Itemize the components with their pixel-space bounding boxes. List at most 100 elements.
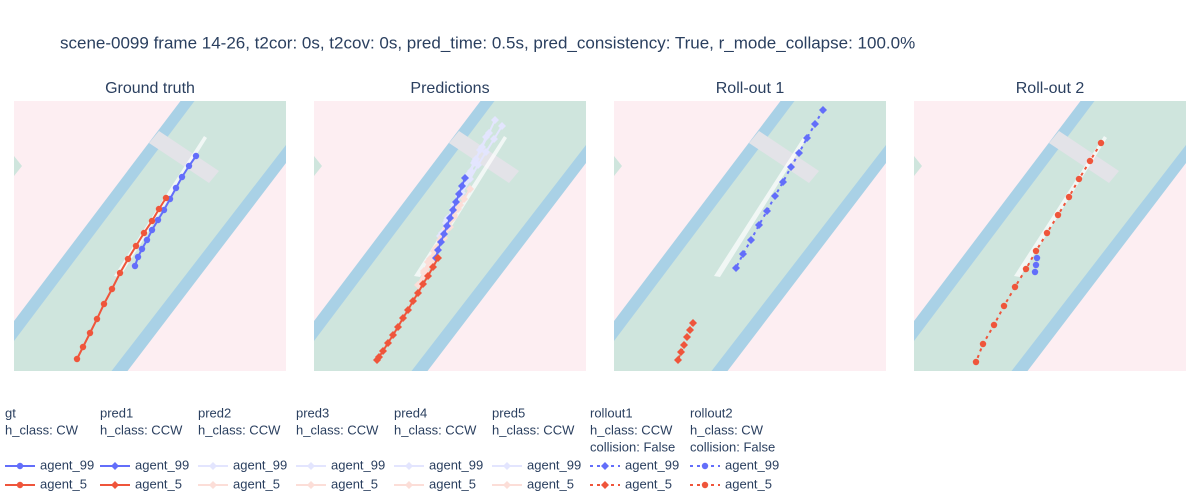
road [614,101,886,371]
marker [108,285,116,293]
marker [373,356,381,364]
marker [1043,229,1051,237]
legend-label[interactable]: agent_99 [725,457,779,472]
subplot-title: Ground truth [105,80,195,97]
marker [449,206,457,214]
legend-group-title: h_class: CW [5,422,79,437]
legend-label[interactable]: agent_5 [527,476,574,491]
lane-marking [714,136,807,277]
sidewalk [1011,145,1186,371]
legend-group-title: pred4 [394,405,427,420]
marker [683,333,691,341]
subplot [14,101,286,371]
marker [787,163,795,171]
legend-marker [503,481,511,489]
marker [399,314,407,322]
legend-group-title: pred3 [296,405,329,420]
marker [686,326,694,334]
marker [461,174,469,182]
marker [755,221,763,229]
marker [434,254,442,262]
sidewalk [614,101,795,341]
legend-marker [16,462,24,470]
marker [803,134,811,142]
marker [429,263,437,271]
road [314,101,586,371]
marker [140,229,148,237]
legend-marker [307,481,315,489]
marker [1000,302,1008,310]
marker [131,262,139,270]
legend-label[interactable]: agent_99 [331,457,385,472]
marker [86,329,94,337]
legend-marker [111,462,119,470]
marker [747,236,755,244]
marker [779,178,787,186]
legend-label[interactable]: agent_5 [135,476,182,491]
legend-label[interactable]: agent_99 [233,457,287,472]
legend-label[interactable]: agent_5 [40,476,87,491]
marker [162,194,170,202]
marker [979,340,987,348]
sidewalk [314,101,495,341]
legend-group-title: gt [5,405,16,420]
legend-label[interactable]: agent_5 [625,476,672,491]
legend-group-title: pred1 [100,405,133,420]
legend-marker [701,462,709,470]
marker [732,264,740,272]
marker [100,300,108,308]
legend-label[interactable]: agent_5 [233,476,280,491]
marker [460,195,468,203]
figure-title: scene-0099 frame 14-26, t2cor: 0s, t2cov… [60,33,915,52]
legend-group-title: rollout2 [690,405,733,420]
legend-label[interactable]: agent_5 [429,476,476,491]
sidewalk [914,101,1095,341]
marker [677,348,685,356]
marker [148,217,156,225]
marker [1033,254,1041,262]
lane-marking [1014,136,1107,277]
marker [134,253,142,261]
legend-label[interactable]: agent_99 [625,457,679,472]
legend-label[interactable]: agent_99 [40,457,94,472]
legend-label[interactable]: agent_5 [331,476,378,491]
marker [404,306,412,314]
legend-label[interactable]: agent_5 [725,476,772,491]
marker [498,122,506,130]
marker [160,206,168,214]
subplot-title: Predictions [410,80,489,97]
marker [1031,268,1039,276]
legend-label[interactable]: agent_99 [527,457,581,472]
marker [474,161,482,169]
marker [739,250,747,258]
marker [185,162,193,170]
legend-group-title: h_class: CCW [394,422,477,437]
legend-group-title: h_class: CCW [100,422,183,437]
legend-marker [601,481,609,489]
marker [819,106,827,114]
sidewalk [14,101,195,341]
legend-label[interactable]: agent_99 [429,457,483,472]
marker [1086,157,1094,165]
sidewalk [711,145,886,371]
crosswalk [1049,131,1119,183]
marker [1054,211,1062,219]
marker [1075,175,1083,183]
marker [443,222,451,230]
marker [455,190,463,198]
marker [689,319,697,327]
marker [1065,193,1073,201]
sidewalk [411,145,586,371]
marker [116,269,124,277]
legend-group-title: h_class: CCW [590,422,673,437]
subplot [614,101,886,371]
marker [771,192,779,200]
marker [394,323,402,331]
marker [491,116,499,124]
legend-label[interactable]: agent_99 [135,457,189,472]
marker [1022,265,1030,273]
marker [972,358,980,366]
marker [466,185,474,193]
